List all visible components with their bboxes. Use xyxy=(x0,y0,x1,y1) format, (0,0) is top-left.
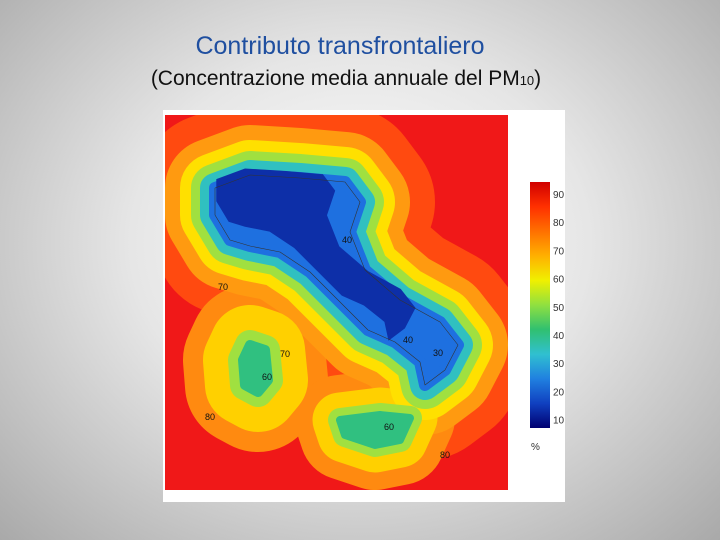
contour-label: 70 xyxy=(218,282,228,292)
colorbar-tick-label: 80 xyxy=(553,218,565,229)
subtitle-text: (Concentrazione media annuale del PM xyxy=(150,67,520,90)
colorbar-tick-label: 60 xyxy=(553,275,565,286)
subtitle-subscript: 10 xyxy=(519,73,535,88)
colorbar-tick-label: 30 xyxy=(553,359,565,370)
colorbar-tick-label: 20 xyxy=(553,387,565,398)
contour-label: 60 xyxy=(384,422,394,432)
contour-label: 40 xyxy=(342,235,352,245)
contour-label: 80 xyxy=(440,450,450,460)
subtitle: (Concentrazione media annuale del PM10) xyxy=(0,67,692,91)
subtitle-close: ) xyxy=(534,67,542,90)
contour-label: 80 xyxy=(205,412,215,422)
colorbar-unit: % xyxy=(531,442,540,453)
colorbar-tick-label: 50 xyxy=(553,303,565,314)
colorbar-tick-label: 70 xyxy=(553,246,565,257)
colorbar-tick-label: 90 xyxy=(553,190,565,201)
colorbar xyxy=(530,182,550,428)
contour-label: 70 xyxy=(280,349,290,359)
contour-map xyxy=(165,115,508,490)
contour-label: 60 xyxy=(262,372,272,382)
contour-label: 30 xyxy=(433,348,443,358)
colorbar-tick-label: 40 xyxy=(553,331,565,342)
title: Contributo transfrontaliero xyxy=(195,32,485,60)
contour-label: 40 xyxy=(403,335,413,345)
colorbar-tick-label: 10 xyxy=(553,416,565,427)
